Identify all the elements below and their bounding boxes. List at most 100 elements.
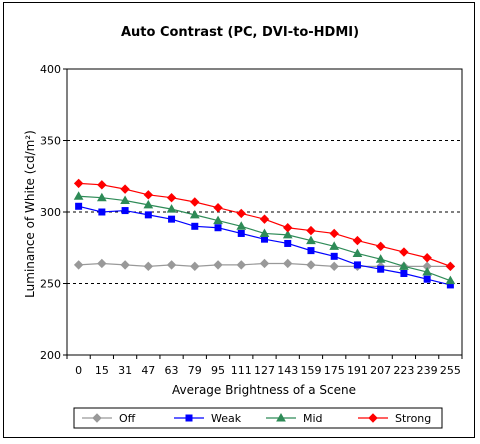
data-point-strong <box>283 223 293 233</box>
data-point-mid <box>282 229 293 239</box>
data-point-weak <box>214 224 222 232</box>
x-tick-label: 207 <box>370 364 391 377</box>
y-tick-label: 250 <box>40 278 61 291</box>
y-tick-label: 300 <box>40 206 61 219</box>
data-point-mid <box>73 191 84 200</box>
legend-label-mid: Mid <box>303 412 323 425</box>
x-tick-label: 127 <box>254 364 275 377</box>
x-axis-label: Average Brightness of a Scene <box>172 383 356 397</box>
data-point-strong <box>213 203 223 213</box>
data-point-mid <box>259 228 270 237</box>
legend-label-off: Off <box>119 412 136 425</box>
legend-marker-weak <box>185 414 193 422</box>
data-point-mid <box>399 261 409 270</box>
data-point-weak <box>307 247 315 255</box>
x-tick-label: 255 <box>440 364 461 377</box>
chart-frame: Auto Contrast (PC, DVI-to-HDMI) 200 250 30… <box>3 2 475 438</box>
data-point-weak <box>121 207 129 215</box>
data-point-strong <box>166 192 177 203</box>
series-line-strong <box>78 182 451 267</box>
data-point-strong <box>375 241 386 252</box>
data-point-mid <box>352 248 363 257</box>
data-point-strong <box>445 261 456 272</box>
x-tick-label: 31 <box>118 364 132 377</box>
data-point-strong <box>143 190 154 200</box>
data-point-weak <box>168 215 176 223</box>
data-point-mid <box>143 199 154 209</box>
x-tick-label: 191 <box>347 364 368 377</box>
x-tick-label: 175 <box>324 364 345 377</box>
legend-marker-mid <box>276 412 286 422</box>
data-point-off <box>259 258 270 269</box>
data-point-off <box>306 260 316 270</box>
plot-area: 200 250 300 350 400 0 15 31 47 63 79 95 111 127 143 159… <box>40 63 463 377</box>
data-point-off <box>236 260 246 270</box>
data-point-mid <box>120 195 130 205</box>
y-tick-label: 350 <box>40 135 61 148</box>
data-point-off <box>166 260 177 270</box>
data-point-off <box>120 260 130 270</box>
x-tick-label: 0 <box>75 364 82 377</box>
y-tick-label: 400 <box>40 63 61 76</box>
data-point-weak <box>330 252 338 260</box>
data-point-strong <box>190 197 200 207</box>
data-point-weak <box>377 265 385 273</box>
data-point-mid <box>306 235 316 245</box>
x-tick-label: 239 <box>417 364 438 377</box>
data-point-mid <box>422 267 433 276</box>
data-point-off <box>73 260 84 270</box>
x-tick-label: 79 <box>188 364 202 377</box>
data-point-strong <box>422 253 432 263</box>
x-tick-label: 143 <box>277 364 298 377</box>
y-axis-label: Luminance of White (cd/m²) <box>23 130 37 298</box>
data-point-off <box>143 261 154 272</box>
data-point-strong <box>120 184 130 194</box>
legend-marker-off <box>92 413 102 423</box>
data-point-weak <box>284 239 292 247</box>
legend-marker-strong <box>368 413 378 423</box>
data-point-strong <box>236 208 246 219</box>
data-point-weak <box>98 208 106 216</box>
legend-label-strong: Strong <box>395 412 431 425</box>
data-point-strong <box>399 247 409 257</box>
data-point-mid <box>236 221 247 230</box>
legend: Off Weak Mid Strong <box>73 407 443 429</box>
data-point-mid <box>189 209 200 219</box>
data-point-off <box>283 258 293 269</box>
data-point-weak <box>191 222 199 230</box>
line-chart: Auto Contrast (PC, DVI-to-HDMI) 200 250 30… <box>23 25 463 429</box>
data-point-weak <box>144 211 152 219</box>
data-point-mid <box>445 275 456 285</box>
data-point-mid <box>375 254 386 263</box>
data-point-weak <box>261 235 268 243</box>
x-tick-label: 47 <box>141 364 155 377</box>
data-point-mid <box>213 215 223 225</box>
data-point-strong <box>73 178 84 189</box>
x-tick-label: 159 <box>300 364 321 377</box>
data-point-mid <box>96 192 107 202</box>
data-point-strong <box>329 228 339 239</box>
legend-label-weak: Weak <box>211 412 242 425</box>
data-point-strong <box>97 180 107 190</box>
x-tick-label: 95 <box>211 364 225 377</box>
data-point-off <box>329 261 339 272</box>
data-point-weak <box>400 269 408 277</box>
legend-box <box>73 407 443 429</box>
chart-title: Auto Contrast (PC, DVI-to-HDMI) <box>121 25 359 40</box>
data-point-off <box>97 258 107 269</box>
x-tick-label: 223 <box>393 364 414 377</box>
x-tick-label: 15 <box>95 364 109 377</box>
data-point-mid <box>166 204 177 213</box>
x-tick-label: 111 <box>231 364 252 377</box>
data-point-off <box>190 261 200 272</box>
data-point-weak <box>353 261 361 269</box>
data-point-off <box>213 260 223 270</box>
y-tick-label: 200 <box>40 349 61 362</box>
data-point-weak <box>423 275 431 283</box>
x-tick-label: 63 <box>165 364 179 377</box>
data-point-weak <box>75 202 83 210</box>
data-point-strong <box>352 235 363 246</box>
data-point-mid <box>329 241 340 250</box>
data-point-strong <box>306 225 316 236</box>
data-point-weak <box>237 229 245 237</box>
